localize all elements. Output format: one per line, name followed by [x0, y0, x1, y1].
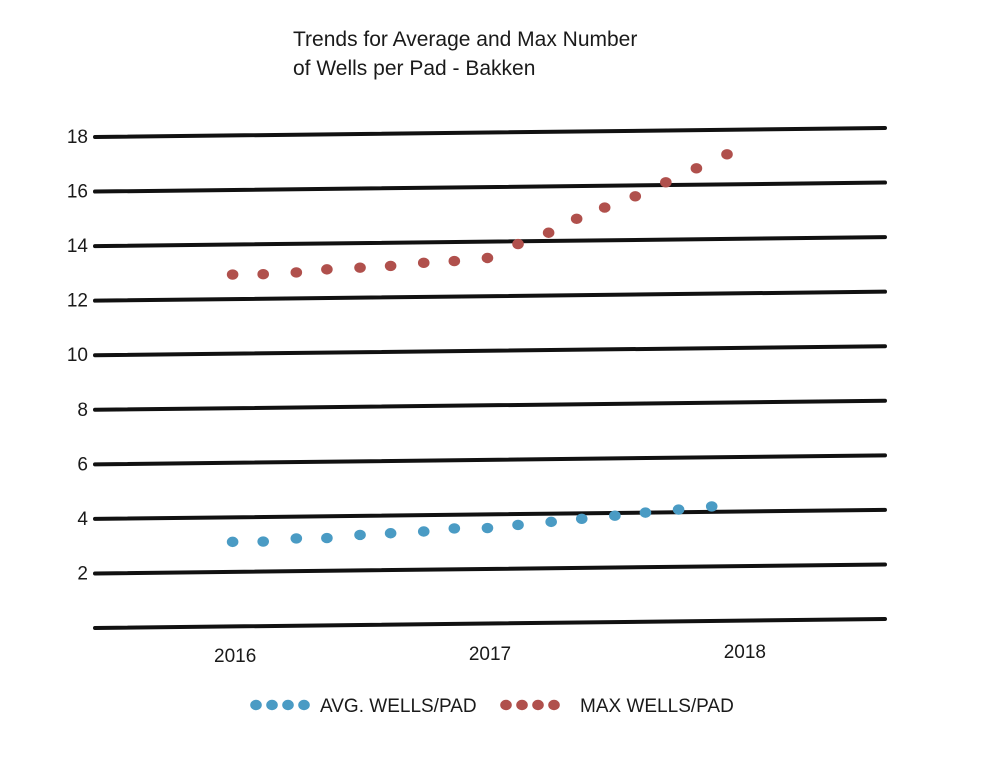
data-point [290, 533, 303, 544]
data-point [672, 504, 685, 515]
data-point [629, 191, 642, 202]
legend-marker [298, 699, 310, 711]
data-point [448, 255, 461, 267]
y-tick-label: 16 [67, 182, 88, 203]
data-point [354, 529, 366, 541]
legend-marker [532, 699, 544, 711]
data-point [257, 536, 269, 547]
data-point [481, 522, 494, 534]
legend-marker [548, 699, 560, 711]
legend-label: MAX WELLS/PAD [580, 696, 734, 717]
data-point [512, 519, 524, 531]
gridline-y-18 [93, 126, 887, 139]
legend-marker [266, 699, 278, 711]
data-point [481, 252, 494, 264]
legend-marker [516, 699, 528, 711]
series-0 [226, 501, 718, 548]
legend-marker [282, 699, 294, 711]
data-point [417, 257, 430, 269]
y-tick-label: 14 [67, 236, 89, 257]
legend-label: AVG. WELLS/PAD [320, 696, 477, 717]
data-point [660, 177, 672, 188]
y-tick-label: 8 [77, 400, 88, 421]
x-tick-label: 2018 [724, 642, 766, 663]
legend-item-0: AVG. WELLS/PAD [250, 696, 477, 717]
data-point [545, 516, 557, 528]
data-point [512, 238, 524, 250]
gridline-y-12 [93, 289, 887, 303]
gridline-y-8 [93, 398, 887, 412]
legend-marker [500, 699, 512, 711]
data-point [575, 513, 588, 524]
y-tick-label: 10 [67, 345, 88, 366]
y-tick-label: 2 [77, 563, 88, 584]
gridline-y-0 [93, 617, 887, 630]
y-axis-tick-labels: 2 4 6 8 10 12 14 16 18 [67, 127, 89, 584]
chart-title-line-1: Trends for Average and Max Number [293, 28, 637, 51]
data-point [417, 526, 430, 537]
data-point [384, 528, 397, 539]
chart-title-line-2: of Wells per Pad - Bakken [293, 57, 535, 80]
gridline-y-4 [93, 507, 887, 521]
data-point [721, 149, 733, 160]
gridlines [93, 126, 887, 630]
gridline-y-16 [93, 180, 887, 194]
x-tick-label: 2017 [469, 644, 511, 665]
data-point [384, 260, 397, 272]
data-point [639, 507, 652, 518]
data-series [226, 149, 733, 548]
gridline-y-2 [93, 562, 887, 576]
y-tick-label: 12 [67, 291, 88, 312]
data-point [705, 501, 718, 512]
x-tick-label: 2016 [214, 646, 256, 667]
data-point [321, 264, 333, 275]
y-tick-label: 4 [77, 509, 88, 530]
gridline-y-6 [93, 453, 887, 467]
series-1 [226, 149, 733, 280]
data-point [598, 202, 611, 213]
data-point [448, 523, 461, 534]
data-point [226, 536, 239, 548]
data-point [570, 213, 583, 225]
gridline-y-10 [93, 344, 887, 358]
data-point [257, 269, 269, 280]
data-point [354, 262, 366, 273]
data-point [226, 269, 239, 280]
x-axis-tick-labels: 2016 2017 2018 [214, 642, 766, 667]
legend: AVG. WELLS/PAD MAX WELLS/PAD [250, 696, 734, 717]
legend-marker [250, 699, 262, 711]
legend-item-1: MAX WELLS/PAD [500, 696, 734, 717]
data-point [609, 510, 621, 521]
gridline-y-14 [93, 235, 887, 249]
y-tick-label: 6 [77, 454, 88, 475]
chart-title: Trends for Average and Max Number of Wel… [293, 28, 637, 80]
data-point [290, 267, 303, 278]
data-point [321, 532, 333, 544]
data-point [690, 163, 703, 174]
data-point [542, 227, 555, 238]
y-tick-label: 18 [67, 127, 88, 148]
